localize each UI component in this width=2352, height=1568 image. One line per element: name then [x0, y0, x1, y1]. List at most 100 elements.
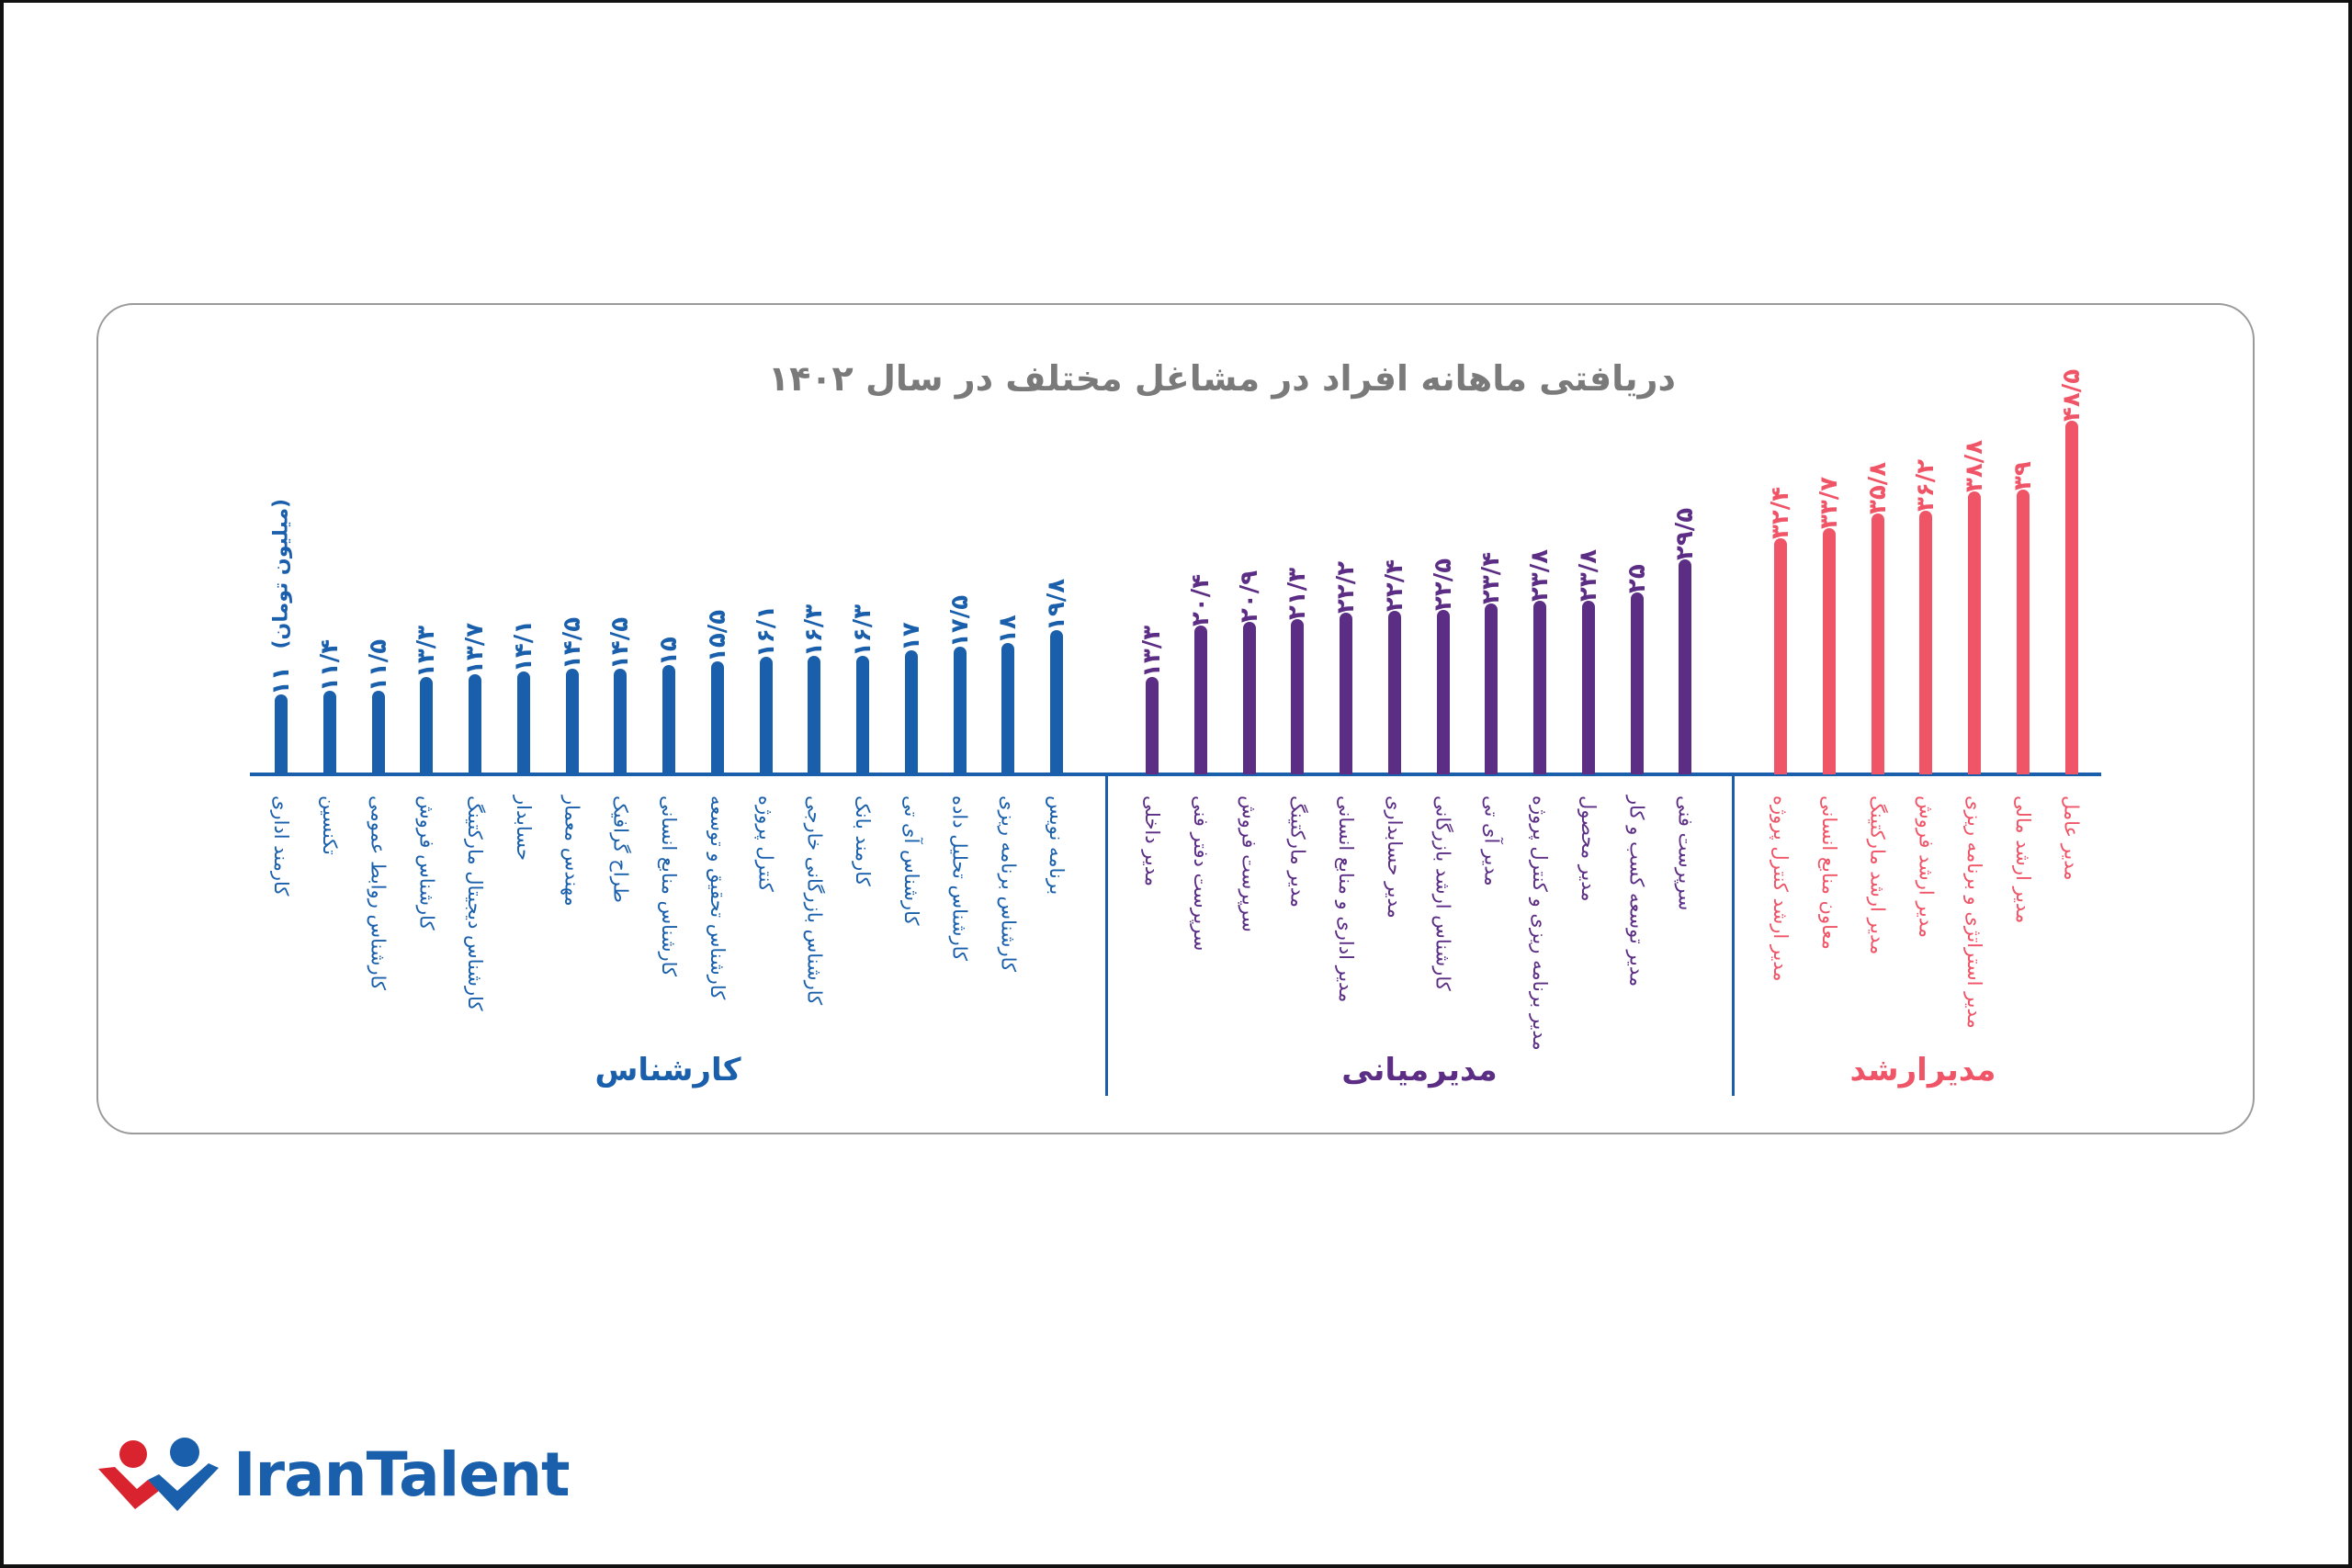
bar-value-label: ۱۴/۵ — [558, 616, 586, 670]
group-title-middle-managers: مدیرمیانی — [1341, 1052, 1498, 1089]
bar — [662, 664, 675, 774]
category-label: مدیر عامل — [2060, 795, 2083, 881]
category-label: کارشناس فروش — [415, 795, 438, 931]
bar-value-label: ۱۸ — [994, 615, 1023, 645]
bar — [759, 657, 773, 774]
bar — [1630, 592, 1644, 774]
bar-value-label: ۱۳/۳ — [413, 626, 441, 679]
bar — [808, 655, 821, 774]
bar-value-label: ۱۹/۸ — [1043, 578, 1070, 631]
bar — [516, 671, 530, 774]
category-label: تکنسین — [318, 795, 341, 855]
category-label: طراح گرافیک — [609, 795, 632, 903]
bar-value-label: ۱۱ — [267, 665, 295, 695]
bar-value-label: ۱۴/۵ — [606, 616, 635, 670]
category-label: مهندس معمار — [560, 795, 583, 907]
bar-value-label: ۳۹ — [2008, 461, 2037, 491]
bar-value-label: ۱۱/۵ — [364, 638, 392, 692]
category-label: مدیر ارشد کنترل پروژه — [1770, 795, 1792, 982]
x-axis-line — [250, 773, 2101, 776]
category-label: مدیر ارشد فروش — [1915, 795, 1938, 939]
irantalent-people-icon — [98, 1438, 219, 1511]
bar — [614, 668, 628, 774]
category-label: مدیر برنامه ریزی و کنترل پروژه — [1529, 795, 1551, 1051]
bar-value-label: ۱۶/۳ — [849, 604, 876, 657]
category-label: مدیر محصول — [1577, 795, 1600, 902]
group-divider — [1105, 774, 1108, 1096]
bar — [856, 655, 869, 774]
bar-value-label: ۳۵/۸ — [1863, 461, 1892, 514]
bar — [1436, 610, 1450, 774]
bar — [1679, 558, 1692, 774]
bar — [469, 674, 481, 774]
category-label: مدیر توسعه کسب و کار — [1625, 795, 1648, 987]
category-label: کارشناس ارشد بازرگانی — [1431, 795, 1454, 991]
group-divider — [1732, 774, 1735, 1096]
group-title-senior-managers: مدیرارشد — [1849, 1052, 1996, 1089]
bar — [1533, 601, 1546, 774]
category-label: سرپرست فروش — [1238, 795, 1261, 932]
bar — [1242, 622, 1256, 774]
category-label: کارشناس دیجیتال مارکتینگ — [464, 795, 486, 1011]
bar — [1871, 513, 1884, 774]
category-label: کارشناس تحلیل داده — [948, 795, 971, 961]
category-label: مدیر آی تی — [1480, 795, 1503, 886]
bar-value-label: ۳۲/۴ — [1767, 486, 1794, 539]
bar — [1774, 537, 1787, 774]
bar — [2016, 490, 2030, 774]
bar-value-label: ۲۰/۹ — [1235, 570, 1263, 624]
bar — [565, 668, 579, 774]
chart-card — [96, 303, 2255, 1134]
category-label: کارشناس منابع انسانی — [658, 795, 680, 977]
category-label: کارشناس روابط عمومی — [367, 795, 390, 991]
bar-value-label: ۱۶/۱ — [752, 605, 780, 659]
category-label: مدیر ارشد مارکتینگ — [1866, 795, 1889, 955]
bar-value-label: ۱۴/۱ — [509, 619, 537, 673]
bar-value-label: ۲۱/۳ — [1283, 567, 1312, 620]
category-label: کارمند اداری — [270, 795, 292, 897]
bar-value-label: ۱۵/۵ — [703, 609, 731, 662]
bar — [710, 660, 724, 774]
bar-value-label: ۱۶/۳ — [800, 604, 829, 657]
bar-value-label: ۱۳/۷ — [461, 623, 489, 676]
bar — [953, 647, 967, 774]
bar — [1822, 528, 1836, 774]
category-label: معاون منابع انسانی — [1817, 795, 1840, 950]
bar — [420, 677, 434, 774]
bar-value-label: ۲۲/۴ — [1380, 559, 1408, 613]
bar — [1485, 604, 1498, 774]
category-label: حسابدار — [512, 795, 535, 861]
category-label: کارشناس تحقیق و توسعه — [706, 795, 729, 1000]
bar — [1387, 611, 1401, 774]
brand-name: IranTalent — [233, 1438, 571, 1510]
bar-value-label: ۴۸/۵ — [2057, 368, 2086, 422]
bar-value-label: ۲۳/۸ — [1574, 548, 1602, 603]
bar-value-label: ۲۵ — [1623, 563, 1651, 593]
bar — [371, 690, 385, 774]
group-title-experts: کارشناس — [594, 1052, 741, 1089]
bar — [2064, 420, 2078, 774]
bar-value-label: ۳۶/۲ — [1912, 458, 1940, 512]
category-label: کارشناس برنامه ریزی — [997, 795, 1020, 973]
category-label: سرپرست فنی — [1674, 795, 1697, 911]
bar — [1146, 677, 1159, 774]
bar — [1050, 629, 1063, 774]
bar-value-label: ۳۳/۷ — [1815, 477, 1843, 530]
category-label: مدیر اداری و منابع انسانی — [1335, 795, 1357, 1003]
category-label: مدیر استراتژی و برنامه ریزی — [1963, 795, 1985, 1029]
irantalent-logo: IranTalent — [96, 1438, 571, 1511]
bar — [1193, 626, 1207, 774]
bar-value-label: ۲۲/۵ — [1429, 558, 1457, 612]
bar — [1340, 612, 1352, 774]
category-label: مدیر حسابداری — [1383, 795, 1406, 919]
bar — [322, 691, 336, 774]
bar-value-label: ۱۷ — [897, 622, 925, 652]
bar-value-label: ۲۲/۲ — [1332, 560, 1360, 614]
category-label: کارشناس بازرگانی خارجی — [803, 795, 826, 1006]
bar-value-label: ۱۱/۴ — [315, 639, 344, 693]
category-label: برنامه نویس — [1046, 795, 1068, 896]
bar-value-label: ۲۹/۵ — [1671, 507, 1700, 560]
category-label: کنترل پروژه — [754, 795, 777, 892]
category-label: کارمند بانک — [852, 795, 874, 886]
unit-label: (میلیون تومان) — [269, 498, 293, 649]
